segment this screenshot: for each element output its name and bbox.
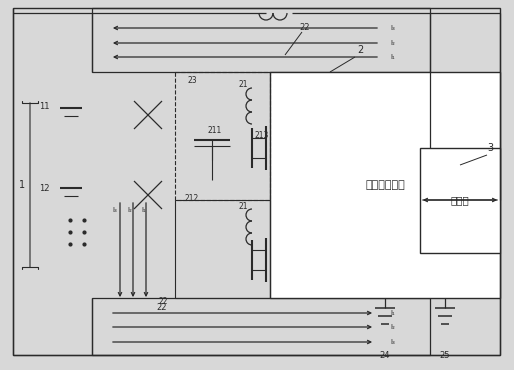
Bar (92, 8, 430, 72)
Text: 电池管理系统: 电池管理系统 (365, 180, 405, 190)
Bar (270, 72, 500, 298)
Bar (175, 72, 270, 200)
Text: 212: 212 (185, 194, 199, 202)
Text: I₁: I₁ (390, 310, 395, 316)
Text: 211: 211 (208, 125, 222, 135)
Bar (92, 298, 430, 355)
Text: 25: 25 (440, 350, 450, 360)
Text: 11: 11 (39, 101, 49, 111)
Text: I₃: I₃ (390, 25, 395, 31)
Bar (420, 148, 500, 253)
Text: 23: 23 (187, 75, 197, 84)
Text: 24: 24 (380, 350, 390, 360)
Text: 3: 3 (487, 143, 493, 153)
Text: 1: 1 (19, 180, 25, 190)
Text: I₂: I₂ (127, 207, 133, 213)
Text: I₁: I₁ (142, 207, 146, 213)
Text: 2: 2 (357, 45, 363, 55)
Text: I₃: I₃ (113, 207, 117, 213)
Text: I₂: I₂ (390, 324, 395, 330)
Text: I₃: I₃ (390, 339, 395, 345)
Text: 22: 22 (158, 297, 168, 306)
Text: 22: 22 (157, 303, 167, 312)
Text: 12: 12 (39, 184, 49, 192)
Text: I₁: I₁ (390, 54, 395, 60)
Text: 21: 21 (238, 202, 248, 211)
Text: 22: 22 (300, 23, 310, 31)
Text: 充电器: 充电器 (451, 195, 469, 205)
Text: 213: 213 (255, 131, 269, 139)
Text: I₂: I₂ (390, 40, 395, 46)
Text: 21: 21 (238, 80, 248, 88)
Bar (175, 200, 270, 298)
